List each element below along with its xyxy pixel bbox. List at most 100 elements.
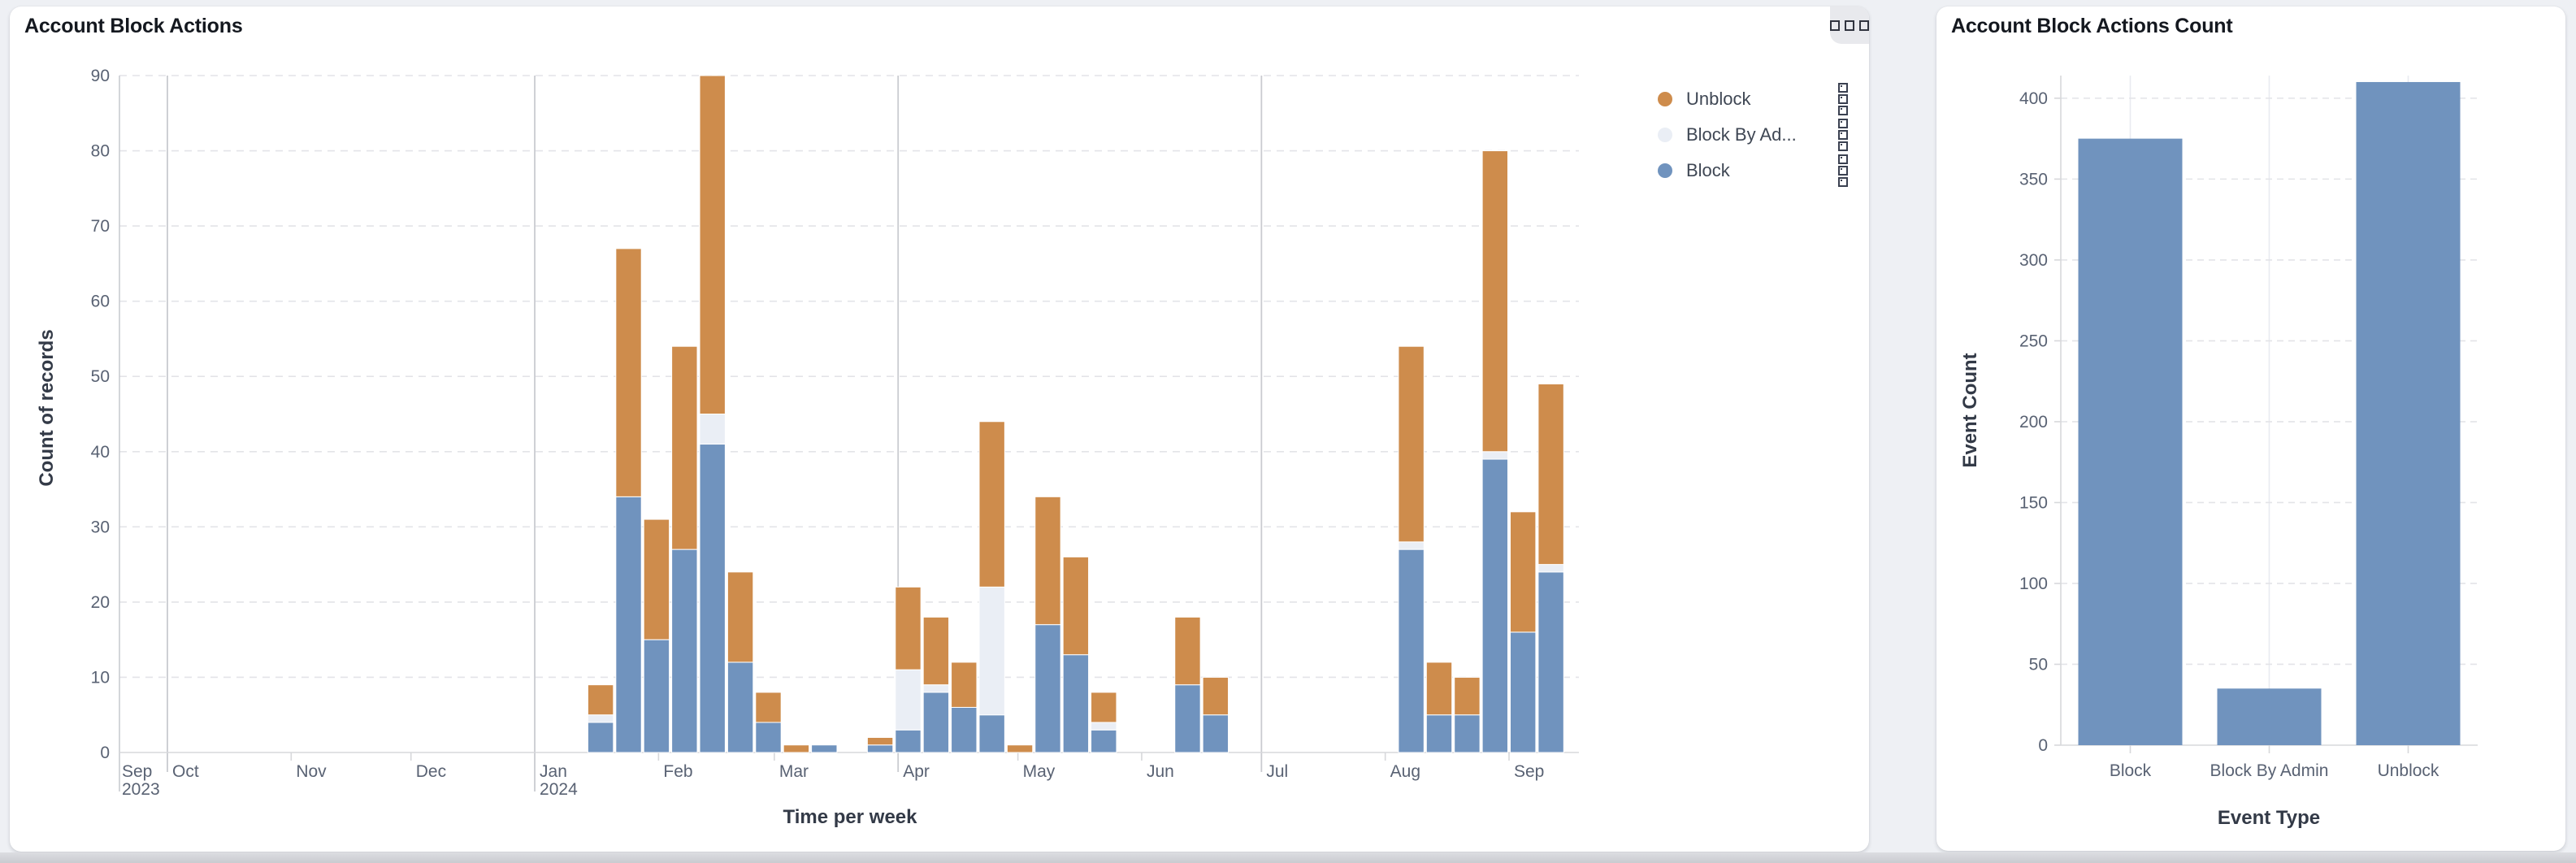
bar-segment-block_by_admin[interactable]	[1481, 451, 1509, 460]
bar-segment-unblock[interactable]	[1481, 150, 1509, 453]
bar-block[interactable]	[2078, 138, 2183, 746]
bar-segment-block_by_admin[interactable]	[1398, 541, 1425, 550]
bar-segment-unblock[interactable]	[615, 248, 642, 497]
y-axis-title: Count of records	[36, 329, 58, 487]
y-tick-label: 0	[2038, 736, 2048, 755]
y-tick-label: 90	[91, 67, 110, 85]
bar-segment-unblock[interactable]	[587, 684, 614, 716]
bar-segment-block_by_admin[interactable]	[699, 414, 726, 445]
legend-item-block[interactable]: Block	[1656, 153, 1861, 189]
bar-segment-block[interactable]	[866, 744, 894, 753]
bar-segment-block[interactable]	[1398, 549, 1425, 753]
y-tick-label: 250	[2019, 332, 2048, 350]
bar-segment-unblock[interactable]	[1398, 345, 1425, 543]
bar-segment-block[interactable]	[1091, 729, 1117, 753]
bar-segment-block[interactable]	[587, 722, 614, 753]
bar-segment-unblock[interactable]	[895, 586, 922, 670]
bar-segment-block[interactable]	[1425, 714, 1453, 753]
x-axis-title: Event Type	[2217, 807, 2321, 829]
bar-segment-block[interactable]	[895, 729, 922, 753]
bar-segment-unblock[interactable]	[1062, 556, 1090, 656]
chart-legend: Unblock Block By Ad... Block	[1656, 81, 1861, 189]
bar-segment-block[interactable]	[1510, 631, 1537, 753]
category-bar-chart: 0 50 100 150 200 250 300 350 400 Block Block By Ad…	[2019, 76, 2478, 780]
bar-segment-unblock[interactable]	[1091, 692, 1117, 723]
bar-segment-block[interactable]	[1537, 571, 1564, 753]
bar-segment-block[interactable]	[922, 692, 950, 753]
bar-segment-unblock[interactable]	[1537, 383, 1564, 566]
bar-segment-block[interactable]	[671, 549, 698, 753]
grid-menu-icon[interactable]	[1830, 7, 1869, 44]
bar-segment-unblock[interactable]	[783, 744, 810, 753]
drag-handle-icon[interactable]	[1838, 154, 1848, 187]
bar-segment-unblock[interactable]	[643, 518, 670, 640]
bar-segment-unblock[interactable]	[755, 692, 782, 723]
bar-segment-block[interactable]	[1481, 458, 1509, 753]
bar-segment-unblock[interactable]	[1425, 661, 1453, 716]
page-bottom-edge	[0, 852, 2576, 863]
bar-segment-block[interactable]	[643, 639, 670, 753]
x-tick-label: Jun	[1147, 762, 1174, 781]
bar-segment-block[interactable]	[1062, 654, 1090, 753]
y-tick-label: 20	[91, 593, 110, 612]
y-tick-label: 60	[91, 293, 110, 311]
bar-segment-block[interactable]	[615, 496, 642, 753]
legend-item-unblock[interactable]: Unblock	[1656, 81, 1861, 117]
bar-segment-block_by_admin[interactable]	[922, 684, 950, 693]
bar-segment-unblock[interactable]	[1006, 744, 1034, 753]
bar-segment-block[interactable]	[1454, 714, 1481, 753]
bar-segment-unblock[interactable]	[1174, 616, 1201, 686]
bar-segment-block[interactable]	[1202, 714, 1229, 753]
bar-segment-unblock[interactable]	[671, 345, 698, 550]
bar-segment-block_by_admin[interactable]	[1091, 722, 1117, 731]
x-tick-label: Mar	[779, 762, 809, 781]
y-tick-label: 50	[91, 367, 110, 386]
bar-segment-unblock[interactable]	[1034, 496, 1061, 626]
x-tick-label: Jul	[1266, 762, 1288, 781]
legend-dot-icon	[1658, 92, 1672, 106]
bar-segment-block[interactable]	[726, 661, 754, 753]
x-tick-label: Feb	[663, 762, 692, 781]
y-tick-label: 100	[2019, 575, 2048, 593]
legend-label: Unblock	[1686, 89, 1751, 109]
drag-handle-icon[interactable]	[1838, 83, 1848, 115]
legend-dot-icon	[1658, 128, 1672, 142]
bar-segment-block[interactable]	[811, 744, 838, 753]
bar-segment-unblock[interactable]	[978, 421, 1005, 588]
bar-segment-unblock[interactable]	[951, 661, 978, 708]
bar-segment-unblock[interactable]	[922, 616, 950, 686]
legend-dot-icon	[1658, 163, 1672, 178]
bar-segment-block[interactable]	[755, 722, 782, 753]
bar-segment-block[interactable]	[699, 444, 726, 753]
bar-segment-block[interactable]	[1174, 684, 1201, 753]
bar-segment-unblock[interactable]	[1202, 676, 1229, 716]
x-tick-label: Sep	[122, 762, 152, 781]
y-tick-label: 80	[91, 142, 110, 161]
bar-segment-unblock[interactable]	[699, 75, 726, 414]
bar-segment-block_by_admin[interactable]	[895, 669, 922, 731]
x-tick-label: Block By Admin	[2210, 761, 2329, 780]
bar-segment-block[interactable]	[951, 706, 978, 753]
y-tick-label: 10	[91, 668, 110, 687]
bar-segment-block_by_admin[interactable]	[978, 586, 1005, 716]
bar-segment-block_by_admin[interactable]	[587, 714, 614, 723]
account-block-actions-panel: Account Block Actions Oct Nov Dec Jan 2024 Fe…	[10, 7, 1869, 852]
legend-item-block-by-ad-[interactable]: Block By Ad...	[1656, 117, 1861, 153]
bar-unblock[interactable]	[2356, 81, 2461, 745]
x-tick-label: Nov	[296, 762, 327, 781]
bar-block-by-admin[interactable]	[2217, 688, 2322, 745]
y-tick-label: 70	[91, 217, 110, 236]
bar-segment-unblock[interactable]	[726, 571, 754, 663]
bar-segment-unblock[interactable]	[1454, 676, 1481, 716]
bar-segment-unblock[interactable]	[1510, 511, 1537, 633]
bar-segment-block[interactable]	[978, 714, 1005, 753]
y-tick-label: 30	[91, 518, 110, 536]
bar-segment-unblock[interactable]	[866, 736, 894, 746]
x-tick-label: May	[1023, 762, 1056, 781]
y-tick-label: 350	[2019, 170, 2048, 189]
y-tick-label: 150	[2019, 493, 2048, 512]
bar-segment-block_by_admin[interactable]	[1537, 564, 1564, 573]
bar-segment-block[interactable]	[1034, 624, 1061, 753]
drag-handle-icon[interactable]	[1838, 119, 1848, 151]
